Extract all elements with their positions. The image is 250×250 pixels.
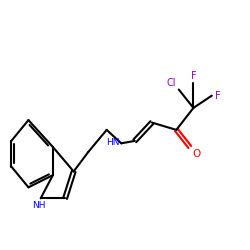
- Text: HN: HN: [106, 138, 120, 146]
- Text: NH: NH: [32, 201, 46, 210]
- Text: F: F: [191, 71, 196, 81]
- Text: Cl: Cl: [167, 78, 176, 88]
- Text: O: O: [192, 150, 200, 160]
- Text: F: F: [215, 91, 220, 101]
